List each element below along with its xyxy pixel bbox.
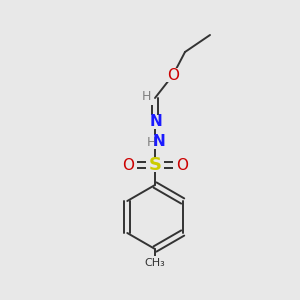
Bar: [144, 256, 166, 270]
Text: O: O: [176, 158, 188, 172]
Text: O: O: [167, 68, 179, 82]
Text: H: H: [146, 136, 156, 148]
Text: CH₃: CH₃: [145, 258, 165, 268]
Text: N: N: [150, 115, 162, 130]
Bar: [146, 115, 164, 129]
Bar: [119, 158, 137, 172]
Bar: [140, 91, 154, 105]
Bar: [144, 135, 166, 149]
Text: N: N: [153, 134, 165, 149]
Bar: [164, 68, 182, 82]
Bar: [146, 158, 164, 172]
Bar: [173, 158, 191, 172]
Text: O: O: [122, 158, 134, 172]
Text: S: S: [148, 156, 161, 174]
Text: H: H: [141, 91, 151, 103]
